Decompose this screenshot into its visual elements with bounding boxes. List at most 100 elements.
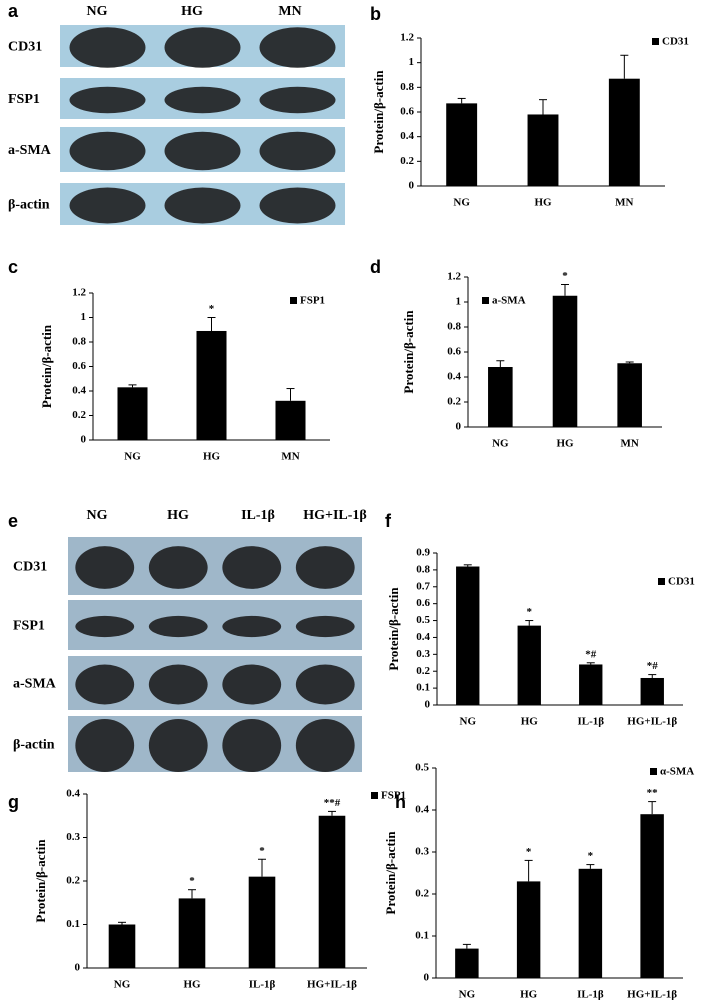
x-tick-label: HG+IL-1β [627,716,677,728]
significance-label: **# [324,797,341,809]
legend: α-SMA [650,766,694,778]
bar [527,114,559,186]
x-tick-label: MN [615,197,633,209]
error-bar [648,674,657,678]
y-tick-label: 0.2 [447,396,461,408]
blot-band [69,187,146,224]
x-tick-label: NG [124,451,141,463]
y-tick-label: 0.9 [416,547,430,559]
y-axis-label: Protein/β-actin [401,310,416,394]
legend: CD31 [652,36,689,48]
bar [640,677,664,705]
y-tick-label: 0.4 [400,130,414,142]
error-bar [207,317,216,331]
legend-swatch [290,297,297,304]
error-bar [561,284,569,296]
blot-band [148,546,208,589]
x-tick-label: NG [453,197,470,209]
blot-band [295,718,355,773]
bar [178,898,206,968]
error-bar [118,921,126,925]
bar [516,881,541,978]
error-bar [462,943,471,949]
blot-band [148,718,208,773]
bar [640,814,664,978]
blot-band [164,187,241,224]
significance-label: * [526,846,532,858]
x-tick-label: HG [521,716,539,728]
y-tick-label: 0.7 [416,580,430,592]
error-bar [539,99,547,115]
x-tick-label: IL-1β [577,989,604,1000]
protein-label: β-actin [13,738,55,753]
y-tick-label: 0.8 [416,563,430,575]
lane-label: HG+IL-1β [303,508,367,523]
protein-label: CD31 [8,40,42,55]
error-bar [496,360,505,367]
y-tick-label: 0 [425,699,431,711]
lane-label: MN [278,4,301,19]
protein-label: a-SMA [8,143,52,158]
x-tick-label: IL-1β [577,716,604,728]
legend-label: CD31 [662,36,689,48]
y-tick-label: 1.2 [400,32,414,44]
blot-band [69,27,146,68]
legend-label: CD31 [668,576,695,588]
error-bar [525,620,534,626]
legend-swatch [658,578,665,585]
error-bar [524,859,533,882]
legend: FSP1 [290,295,325,307]
y-tick-label: 0.1 [416,682,430,694]
error-bar [620,54,629,79]
error-bar [586,864,595,869]
blot-band [69,131,146,171]
legend-swatch [652,38,659,45]
protein-label: FSP1 [13,619,45,634]
y-axis-label: Protein/β-actin [371,70,386,154]
bar [275,400,306,440]
blot-band [259,86,336,114]
bar [248,876,276,968]
y-tick-label: 0.6 [447,346,461,358]
legend-swatch [482,297,489,304]
legend: FSP1 [371,790,406,802]
y-tick-label: 0.3 [415,846,429,858]
y-tick-label: 0.8 [72,336,86,348]
panel-label: b [370,4,381,24]
significance-label: ** [647,787,659,799]
legend-label: FSP1 [381,790,406,802]
y-axis-label: Protein/β-actin [39,324,54,408]
y-tick-label: 0.2 [416,665,430,677]
y-tick-label: 1 [409,56,415,68]
bar [196,330,227,440]
error-bar [258,858,266,877]
error-bar [586,662,595,665]
panel-label: c [8,257,18,277]
bar [456,566,480,705]
y-tick-label: 0.1 [415,930,429,942]
significance-label: * [562,270,568,282]
y-tick-label: 1 [456,296,462,308]
y-tick-label: 0.1 [66,918,80,930]
y-tick-label: 0.6 [400,106,414,118]
lane-label: NG [87,4,108,19]
blot-band [259,187,336,224]
y-tick-label: 0 [424,972,430,984]
protein-label: CD31 [13,560,47,575]
blot-band [295,615,355,638]
error-bar [128,384,137,388]
x-tick-label: HG [520,989,538,1000]
bar [455,948,479,978]
blot-band [222,718,282,773]
y-tick-label: 1.2 [72,287,86,299]
significance-label: *# [585,648,597,660]
blot-band [148,664,208,705]
bar [578,868,603,978]
protein-label: a-SMA [13,677,57,692]
lane-label: HG [181,4,203,19]
y-tick-label: 0.4 [72,385,86,397]
blot-band [164,131,241,171]
y-axis-label: Protein/β-actin [386,587,401,671]
y-axis-label: Protein/β-actin [33,839,48,923]
